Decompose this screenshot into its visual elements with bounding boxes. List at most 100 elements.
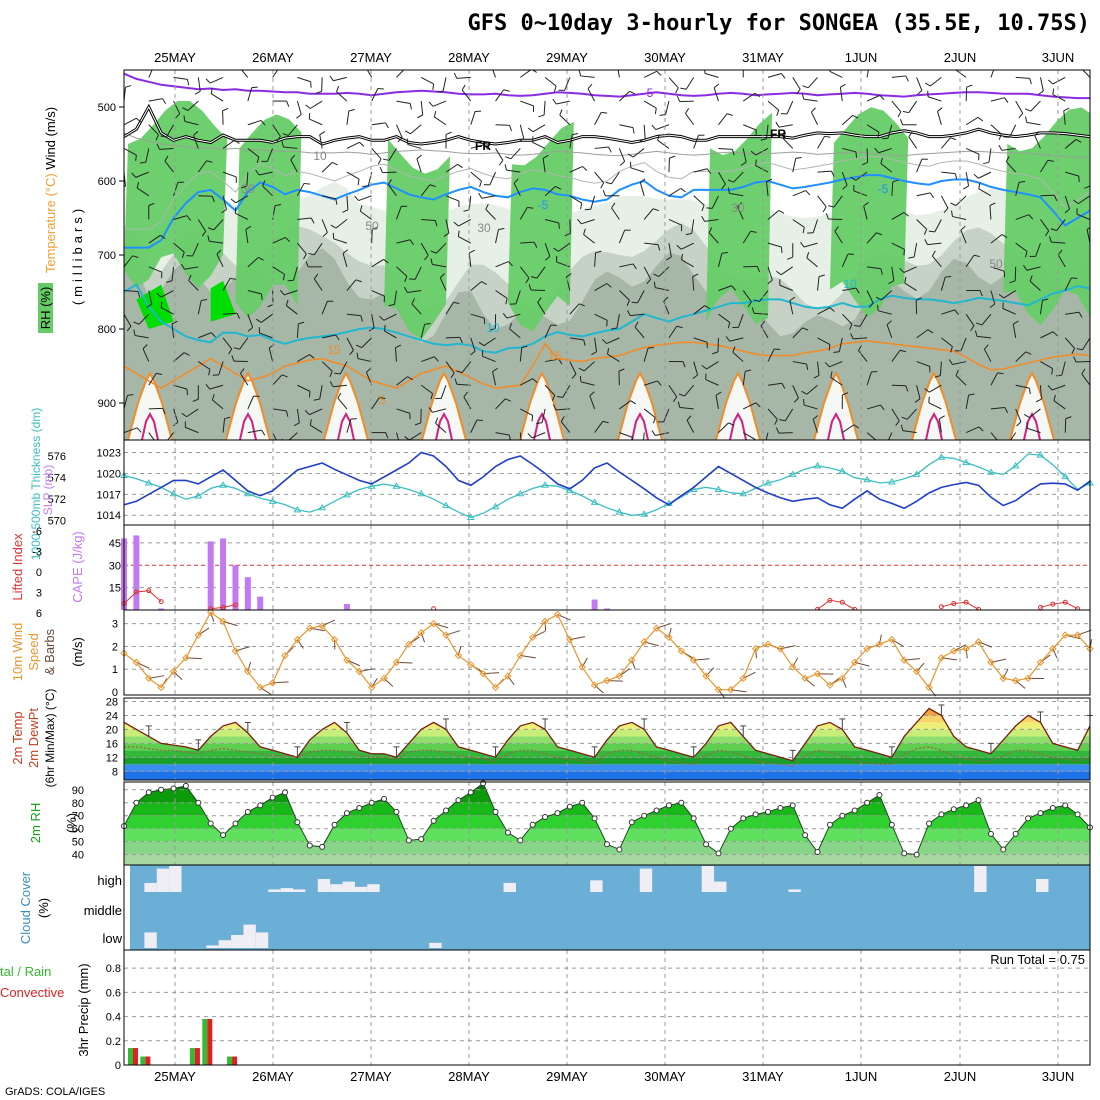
cape-background (124, 525, 1090, 610)
wind-barb-flag (582, 166, 588, 172)
wind-barb-flag (210, 332, 216, 338)
wind-barb (732, 351, 744, 362)
wind-barb (594, 112, 602, 125)
wind-barb-flag (677, 401, 681, 408)
wind-barb (332, 384, 347, 388)
wind-barb (767, 382, 782, 386)
rh2m-marker (628, 819, 635, 826)
wind-barb-flag (1071, 348, 1076, 354)
wind-barb (904, 282, 917, 291)
wind-barb (737, 206, 744, 220)
pressure-tick-label: 700 (98, 250, 116, 262)
wind-barb-flag (222, 107, 229, 112)
wind-barb-flag (385, 122, 389, 129)
wind-barb (458, 219, 472, 227)
wind-barb-flag (285, 299, 289, 306)
contour-label: 10 (313, 149, 327, 163)
cloud-row-label: high (97, 873, 122, 888)
thickness-marker (144, 479, 153, 486)
precip-convective-legend: Convective (0, 985, 64, 1000)
wind-barb-flag (1064, 208, 1070, 214)
wind-barb (742, 371, 746, 386)
wind-barb-flag (634, 321, 639, 328)
wind-barb-flag (745, 369, 752, 372)
wind-barb-flag (653, 273, 660, 278)
wind-barb-flag (681, 253, 683, 260)
lifted-index-legend: Lifted Index (10, 533, 25, 601)
wind-barb (990, 97, 1005, 102)
wind-barb (1082, 337, 1090, 351)
wind-barb-flag (383, 158, 390, 161)
precip-tick-label: 0.4 (106, 1012, 121, 1024)
wind-barb-flag (630, 400, 637, 405)
rh-legend-swatch (38, 283, 53, 333)
cloud-high-bar (169, 866, 182, 892)
wind-barb-flag (669, 155, 676, 159)
wind-barb-flag (247, 326, 253, 332)
precip-total-bar (227, 1056, 233, 1065)
temp-20-contour (911, 371, 957, 440)
wind-barb-flag (342, 249, 349, 254)
wind-barb (792, 327, 803, 339)
lifted-index-tick-label: 3 (36, 588, 42, 600)
wind-speed-marker (479, 670, 487, 678)
wind-barb-flag (428, 101, 434, 107)
wind-barb (148, 290, 153, 305)
wind-barb-flag (915, 297, 922, 301)
wind-barb (222, 139, 235, 149)
wind-barb-flag (806, 251, 810, 259)
thickness-marker (243, 489, 252, 497)
wind-barb-flag (651, 124, 657, 130)
wind-barb (981, 313, 992, 326)
thickness-marker (565, 486, 574, 494)
wind-barb (519, 266, 530, 279)
wind-speed-marker (504, 672, 512, 680)
wind-barb (941, 337, 953, 347)
wind-barb-flag (124, 185, 126, 188)
wind-barb-flag (976, 322, 983, 326)
wind-barb (544, 218, 559, 224)
wind-barb-flag (545, 255, 551, 261)
cloud-low-bar (218, 940, 232, 948)
wind-barb-flag (509, 323, 512, 330)
rh2m-marker (145, 789, 152, 796)
wind-barb (420, 324, 426, 339)
wind-barb (760, 325, 769, 339)
wind-barb (1089, 407, 1090, 409)
wind-barb (1082, 70, 1090, 78)
wind-barb (346, 110, 350, 125)
wind-barb (886, 324, 893, 339)
wind-barb-flag (740, 161, 747, 166)
wind-barb (902, 430, 917, 434)
wind-barb (395, 206, 402, 220)
wind-barb (742, 432, 756, 440)
wind-barb (297, 354, 310, 362)
wind-barb-flag (831, 170, 835, 177)
wind-barb (866, 371, 872, 386)
wind-barb-flag (305, 104, 311, 109)
wind-barb-flag (156, 292, 162, 298)
wind-barb (938, 418, 942, 433)
wind-barb-flag (951, 210, 953, 217)
wind-barb (184, 120, 199, 126)
wind-barb (767, 210, 780, 220)
wind-barb-flag (180, 263, 185, 270)
wind-barb (346, 195, 349, 210)
wind-barb (965, 426, 980, 434)
wind-barb-flag (756, 266, 761, 273)
wind-barb-flag (914, 398, 921, 403)
wind-barb-flag (542, 154, 549, 159)
wind-legend: Wind (m/s) (43, 107, 58, 170)
wind-barb (1015, 384, 1030, 389)
freezing-level-line-inner (124, 105, 1090, 145)
wind-barb-flag (607, 348, 610, 355)
wind-speed-marker (689, 656, 698, 664)
wind-barb-flag (406, 138, 409, 145)
wind-barb (916, 219, 928, 230)
rh2m-marker (158, 786, 165, 793)
wind-barb-flag (903, 212, 909, 217)
wind-barb (839, 87, 843, 102)
rh2m-marker (777, 804, 784, 811)
